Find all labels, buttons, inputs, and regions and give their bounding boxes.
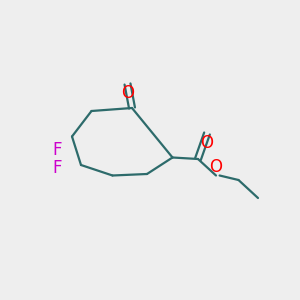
Text: F: F [52, 159, 62, 177]
Text: O: O [200, 134, 214, 152]
Text: O: O [121, 84, 134, 102]
Text: O: O [209, 158, 223, 176]
Text: F: F [52, 141, 62, 159]
